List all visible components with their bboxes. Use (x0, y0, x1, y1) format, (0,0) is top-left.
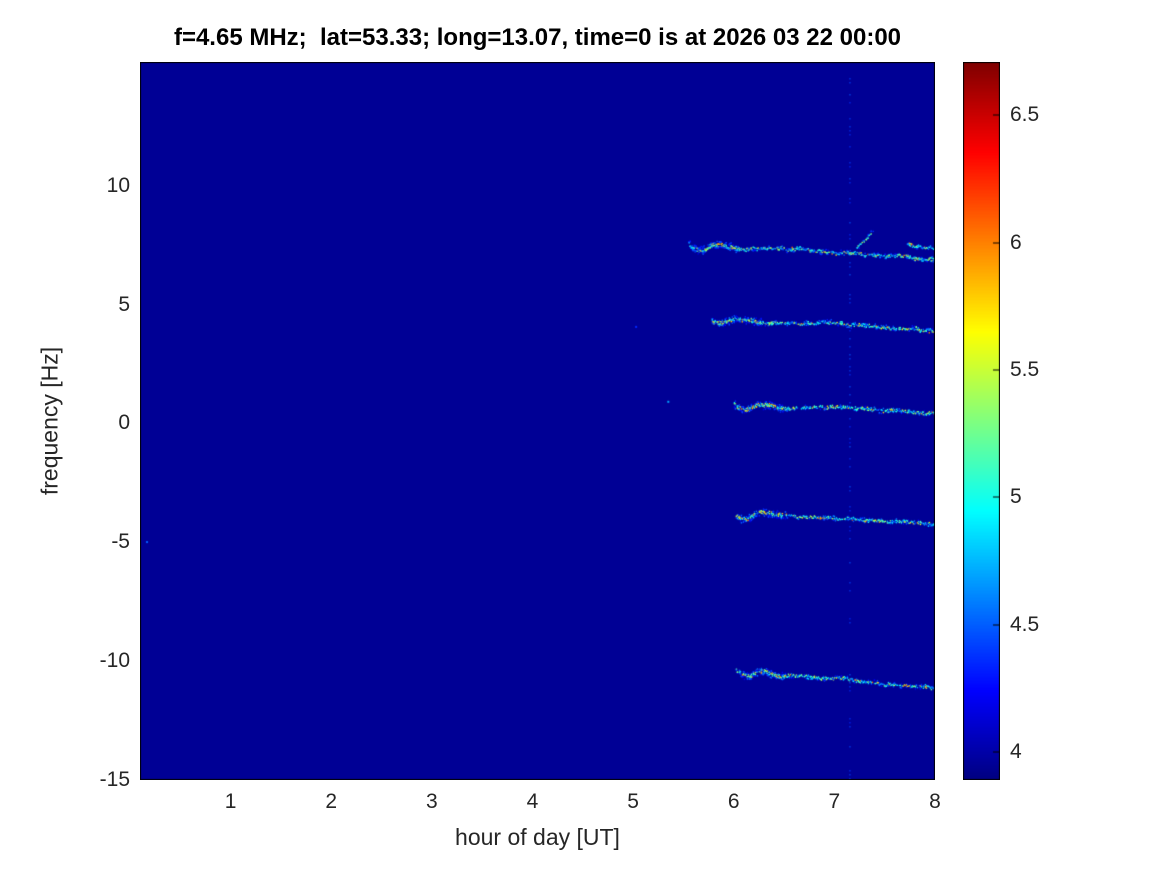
x-tick-label: 2 (325, 790, 338, 813)
y-tick-label: 0 (118, 411, 130, 435)
x-tick-label: 1 (224, 790, 237, 813)
colorbar-tick-label: 4.5 (1010, 612, 1040, 636)
colorbar-tick-label: 5.5 (1010, 358, 1040, 382)
x-axis-label: hour of day [UT] (455, 824, 620, 850)
x-tick-label: 8 (929, 790, 941, 813)
colorbar-tick-label: 4 (1010, 739, 1022, 763)
x-tick-label: 5 (627, 790, 639, 813)
y-tick-label: 5 (118, 292, 130, 316)
x-tick-label: 3 (425, 790, 438, 813)
colorbar-tick-label: 5 (1010, 485, 1022, 509)
y-tick-label: 10 (106, 173, 130, 197)
y-tick-label: -5 (111, 530, 130, 554)
x-tick-label: 7 (828, 790, 841, 813)
y-tick-label: -15 (99, 768, 130, 791)
colorbar-tick-label: 6.5 (1010, 103, 1040, 127)
x-tick-label: 6 (727, 790, 740, 813)
colorbar (963, 62, 1000, 780)
y-tick-label: -10 (99, 649, 130, 673)
chart-title: f=4.65 MHz; lat=53.33; long=13.07, time=… (173, 24, 902, 51)
colorbar-tick-label: 6 (1010, 230, 1022, 254)
spectrogram-plot (140, 62, 935, 780)
x-tick-label: 4 (526, 790, 539, 813)
